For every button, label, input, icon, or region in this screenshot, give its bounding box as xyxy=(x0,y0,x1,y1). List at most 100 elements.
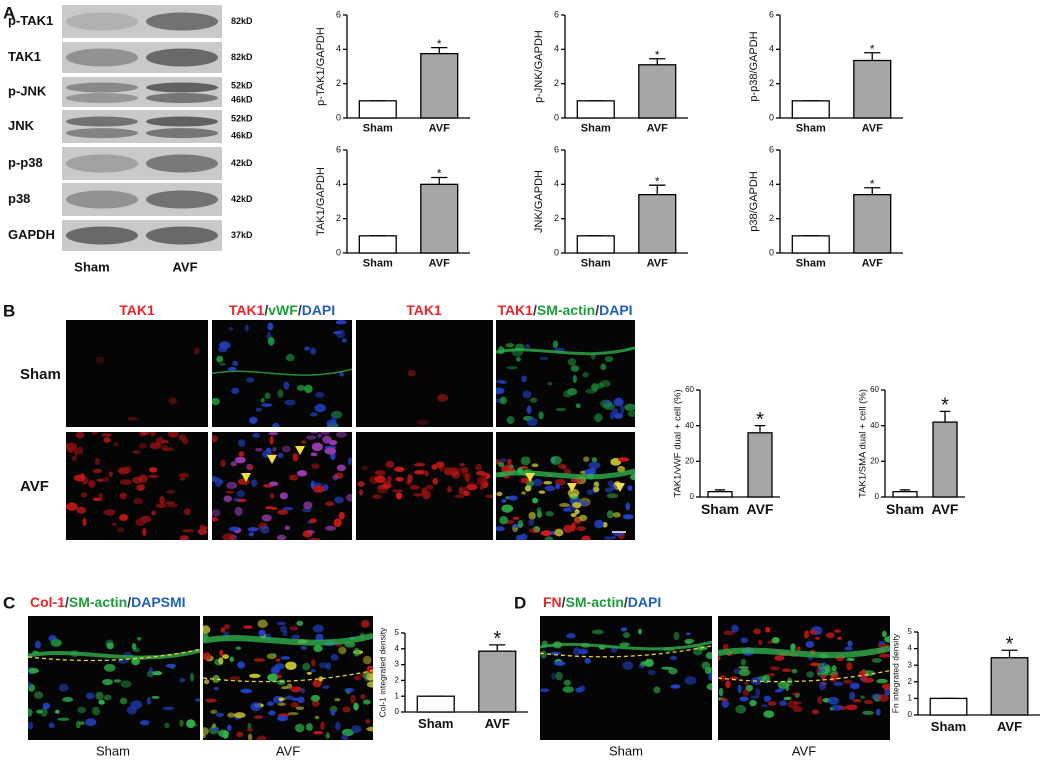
cell xyxy=(282,507,294,511)
cell xyxy=(882,630,887,638)
cell xyxy=(149,666,154,675)
cell xyxy=(312,679,322,688)
cell xyxy=(360,694,366,699)
cell xyxy=(85,718,97,727)
cell xyxy=(525,344,530,348)
cell xyxy=(320,721,325,730)
cell xyxy=(62,697,74,702)
cell xyxy=(307,529,315,535)
cell xyxy=(227,724,232,731)
cell xyxy=(308,537,321,540)
cell xyxy=(203,727,209,736)
cell xyxy=(549,651,562,656)
cell xyxy=(770,666,781,671)
stain-label-part: DAPI xyxy=(302,302,335,318)
blot-label: p-TAK1 xyxy=(8,13,53,28)
cell xyxy=(57,717,70,721)
micrograph-content xyxy=(212,320,352,427)
cell xyxy=(604,535,612,540)
cell xyxy=(142,527,147,537)
cell xyxy=(620,627,628,632)
cell xyxy=(501,499,507,503)
cell xyxy=(119,479,132,485)
cell xyxy=(584,657,591,664)
cell xyxy=(303,501,313,510)
cell xyxy=(499,458,507,463)
x-tick-label: AVF xyxy=(485,716,510,731)
cell xyxy=(50,639,62,647)
cell xyxy=(735,704,747,714)
cell xyxy=(344,687,355,693)
y-tick-label: 0 xyxy=(554,247,559,257)
cell xyxy=(238,451,245,457)
significance: * xyxy=(941,395,949,417)
cell xyxy=(372,494,382,499)
stain-label-part: Col-1 xyxy=(30,594,65,610)
blot-band xyxy=(66,82,138,93)
blot-image xyxy=(62,110,222,143)
vessel-line xyxy=(203,632,373,646)
boundary xyxy=(28,648,200,662)
cell xyxy=(366,665,373,674)
cell xyxy=(774,655,785,661)
cell xyxy=(668,667,678,675)
cell xyxy=(112,522,117,526)
cell xyxy=(268,710,276,716)
cell xyxy=(310,412,318,417)
cell xyxy=(259,525,270,534)
cell xyxy=(270,493,275,499)
cell xyxy=(757,639,763,646)
cell xyxy=(731,624,739,633)
cell xyxy=(104,663,116,672)
cell xyxy=(246,728,254,732)
cell xyxy=(94,457,101,466)
x-tick-label: AVF xyxy=(647,122,668,134)
y-tick-label: 0 xyxy=(336,247,341,257)
cell xyxy=(459,462,465,467)
cell xyxy=(366,726,373,732)
cell xyxy=(604,487,614,493)
cell xyxy=(305,723,313,731)
cell xyxy=(729,676,739,681)
cell xyxy=(878,694,889,702)
cell xyxy=(193,347,200,355)
cell xyxy=(719,697,728,702)
cell xyxy=(506,416,515,425)
vessel-line xyxy=(540,640,712,651)
cell xyxy=(507,495,518,501)
stain-label-part: / xyxy=(624,594,628,610)
cell xyxy=(243,625,253,629)
significance: * xyxy=(493,628,501,650)
cell xyxy=(212,517,219,522)
y-tick-label: 4 xyxy=(769,44,774,54)
x-tick-label: AVF xyxy=(429,122,450,134)
cell xyxy=(338,511,345,520)
cell xyxy=(594,519,604,529)
cell xyxy=(155,436,165,445)
cell xyxy=(274,663,285,670)
y-axis-label: TAK1/SMA dual + cell (%) xyxy=(858,389,869,498)
cell xyxy=(265,505,274,510)
cell xyxy=(212,675,221,684)
blot-label: GAPDH xyxy=(8,227,55,242)
cell xyxy=(219,362,226,366)
cell xyxy=(335,432,347,438)
lane-label: Sham xyxy=(74,259,109,274)
cell xyxy=(624,403,635,411)
cell xyxy=(309,518,317,524)
cell xyxy=(98,492,103,502)
cell xyxy=(304,346,311,351)
cell xyxy=(533,478,543,487)
cell xyxy=(271,653,277,657)
cell xyxy=(28,667,39,674)
cell xyxy=(237,661,245,669)
cell xyxy=(130,700,143,710)
cell xyxy=(139,719,150,726)
cell xyxy=(779,700,787,707)
cell xyxy=(376,487,389,494)
cell xyxy=(136,636,142,641)
y-tick-label: 0 xyxy=(554,112,559,122)
cell xyxy=(264,392,271,400)
cell xyxy=(845,704,858,711)
cell xyxy=(342,706,351,713)
